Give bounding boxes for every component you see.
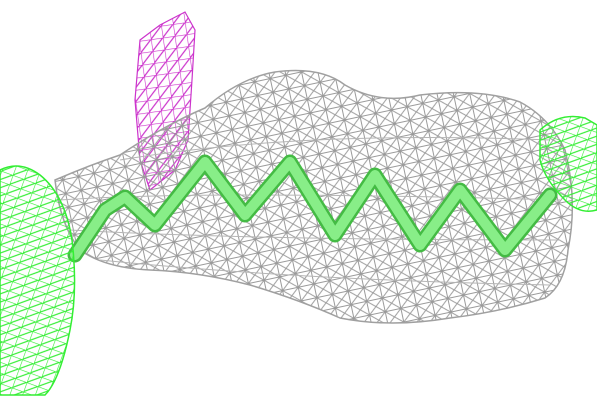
- backbone: [70, 157, 555, 260]
- green-mesh-right: [539, 115, 597, 212]
- green-mesh-left: [0, 165, 76, 396]
